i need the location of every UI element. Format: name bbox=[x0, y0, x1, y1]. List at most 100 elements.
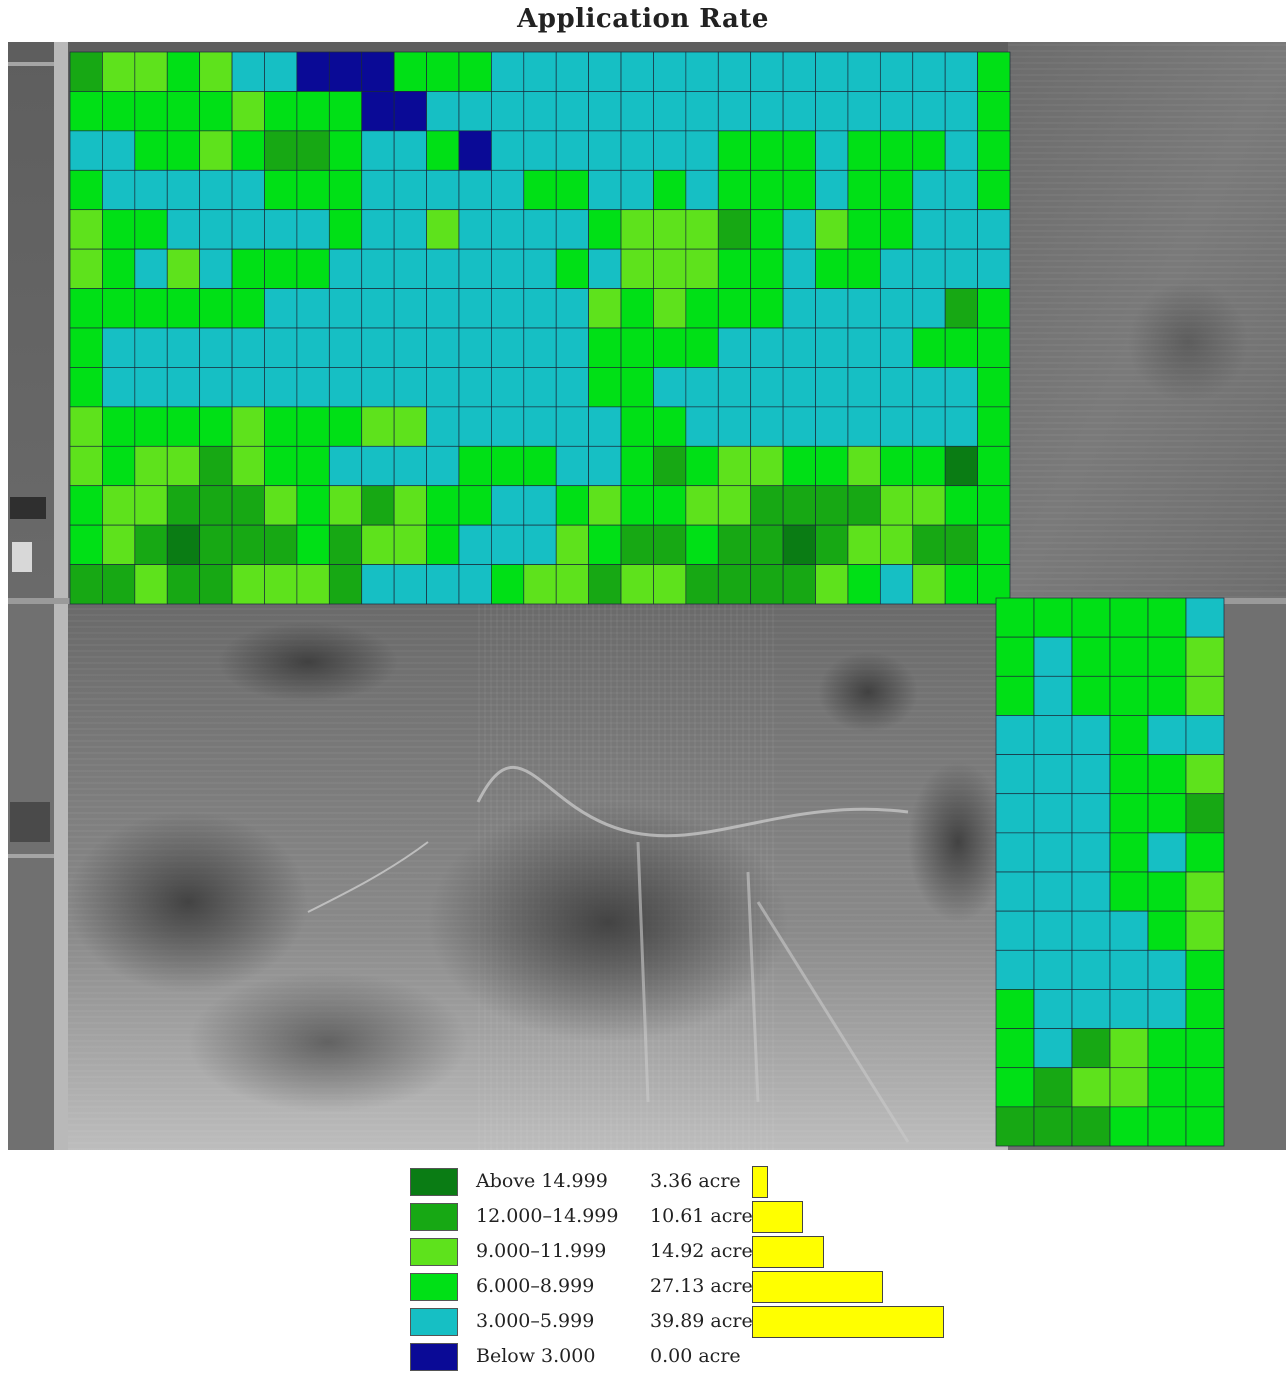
field-a-cell bbox=[912, 327, 946, 368]
field-a-cell bbox=[912, 564, 946, 605]
farmstead-building bbox=[10, 497, 46, 519]
map-title: Application Rate bbox=[517, 4, 769, 34]
field-a-cell bbox=[750, 445, 784, 487]
field-a-cell bbox=[134, 367, 168, 408]
field-a-cell bbox=[296, 169, 330, 211]
field-a-cell bbox=[491, 367, 525, 408]
field-a-cell bbox=[782, 169, 816, 211]
field-a-cell bbox=[328, 485, 363, 526]
field-a-cell bbox=[296, 248, 330, 289]
map-canvas bbox=[8, 42, 1286, 1150]
field-a-cell bbox=[458, 288, 492, 329]
field-a-cell bbox=[69, 445, 103, 487]
field-a-cell bbox=[166, 367, 201, 408]
field-a-cell bbox=[264, 169, 298, 211]
legend-area-bar bbox=[752, 1166, 769, 1198]
field-b-cell bbox=[1185, 949, 1225, 990]
field-a-cell bbox=[685, 485, 719, 526]
field-a-cell bbox=[653, 327, 687, 368]
field-a-cell bbox=[685, 130, 719, 171]
field-a-cell bbox=[653, 485, 687, 526]
field-a-cell bbox=[328, 130, 363, 171]
field-a-cell bbox=[264, 406, 298, 447]
field-a-cell bbox=[393, 367, 427, 408]
field-a-cell bbox=[134, 327, 168, 368]
field-a-cell bbox=[750, 248, 784, 289]
field-a-cell bbox=[977, 367, 1011, 408]
soil-patch bbox=[428, 802, 788, 1042]
field-a-cell bbox=[491, 91, 525, 132]
field-a-cell bbox=[588, 130, 622, 171]
field-a-cell bbox=[296, 327, 330, 368]
field-a-cell bbox=[717, 91, 752, 132]
field-a-cell bbox=[717, 445, 752, 487]
field-a-cell bbox=[199, 445, 233, 487]
field-a-cell bbox=[491, 524, 525, 565]
field-a-cell bbox=[847, 130, 881, 171]
field-a-cell bbox=[264, 91, 298, 132]
field-a-cell bbox=[426, 209, 460, 250]
field-b-cell bbox=[1071, 871, 1111, 912]
field-a-cell bbox=[231, 51, 265, 92]
field-b-cell bbox=[1185, 1106, 1225, 1147]
field-a-cell bbox=[620, 524, 654, 565]
field-a-cell bbox=[620, 288, 654, 329]
field-a-cell bbox=[102, 406, 136, 447]
field-a-cell bbox=[491, 485, 525, 526]
field-a-cell bbox=[296, 564, 330, 605]
legend-range-label: Above 14.999 bbox=[476, 1170, 608, 1192]
field-a-cell bbox=[555, 209, 589, 250]
field-a-cell bbox=[879, 169, 914, 211]
legend-row-3000-5999: 3.000–5.999 39.89 acre bbox=[410, 1306, 970, 1338]
legend-row-9000-11999: 9.000–11.999 14.92 acre bbox=[410, 1236, 970, 1268]
field-a-cell bbox=[717, 327, 752, 368]
field-a-cell bbox=[782, 524, 816, 565]
field-b-cell bbox=[1071, 793, 1111, 834]
field-a-cell bbox=[782, 51, 816, 92]
field-a-cell bbox=[523, 367, 557, 408]
field-a-cell bbox=[134, 169, 168, 211]
field-a-cell bbox=[393, 248, 427, 289]
field-b-cell bbox=[1109, 832, 1149, 873]
field-a-cell bbox=[815, 406, 849, 447]
field-a-cell bbox=[134, 564, 168, 605]
soil-patch bbox=[1128, 282, 1248, 402]
field-a-cell bbox=[717, 51, 752, 92]
field-a-cell bbox=[134, 130, 168, 171]
field-a-cell bbox=[361, 209, 395, 250]
field-a-cell bbox=[102, 327, 136, 368]
field-b-cell bbox=[1033, 989, 1073, 1029]
field-a-cell bbox=[166, 51, 201, 92]
field-a-cell bbox=[134, 288, 168, 329]
field-b-cell bbox=[1185, 989, 1225, 1029]
legend-area-bar bbox=[752, 1201, 804, 1233]
field-a-cell bbox=[264, 327, 298, 368]
field-a-cell bbox=[166, 169, 201, 211]
field-b-cell bbox=[995, 1067, 1035, 1108]
field-a-cell bbox=[815, 288, 849, 329]
field-a-cell bbox=[782, 288, 816, 329]
field-a-cell bbox=[782, 485, 816, 526]
drainage-line bbox=[746, 871, 760, 1103]
field-a-cell bbox=[199, 169, 233, 211]
field-a-cell bbox=[458, 445, 492, 487]
legend-area-label: 10.61 acre bbox=[650, 1205, 753, 1227]
field-a-cell bbox=[102, 169, 136, 211]
field-a-cell bbox=[231, 445, 265, 487]
legend-swatch-above-14999 bbox=[410, 1168, 458, 1196]
field-b-cell bbox=[1033, 793, 1073, 834]
field-b-cell bbox=[995, 832, 1035, 873]
field-a-cell bbox=[296, 91, 330, 132]
field-b-cell bbox=[1147, 597, 1187, 638]
field-a-cell bbox=[620, 485, 654, 526]
field-a-cell bbox=[523, 564, 557, 605]
field-a-cell bbox=[361, 130, 395, 171]
field-a-cell bbox=[102, 51, 136, 92]
field-a-cell bbox=[847, 445, 881, 487]
field-a-cell bbox=[166, 445, 201, 487]
field-b-cell bbox=[1147, 675, 1187, 716]
field-a-cell bbox=[588, 91, 622, 132]
field-a-cell bbox=[750, 485, 784, 526]
field-a-cell bbox=[426, 485, 460, 526]
field-a-cell bbox=[555, 248, 589, 289]
